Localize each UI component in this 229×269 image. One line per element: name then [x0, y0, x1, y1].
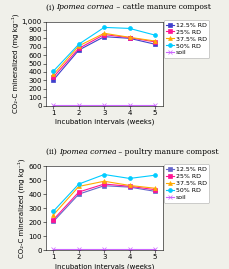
Legend: 12.5% RD, 25% RD, 37.5% RD, 50% RD, soil: 12.5% RD, 25% RD, 37.5% RD, 50% RD, soil [164, 20, 209, 58]
50% RD [128, 27, 131, 30]
12.5% RD [128, 37, 131, 40]
Line: 12.5% RD: 12.5% RD [52, 35, 157, 82]
50% RD [128, 177, 131, 180]
37.5% RD [103, 180, 106, 183]
37.5% RD [77, 44, 80, 48]
25% RD [52, 218, 55, 221]
25% RD [128, 185, 131, 188]
12.5% RD [52, 78, 55, 82]
soil [77, 247, 80, 251]
50% RD [103, 173, 106, 176]
50% RD [103, 26, 106, 29]
soil [52, 247, 55, 251]
12.5% RD [77, 48, 80, 52]
12.5% RD [154, 43, 156, 46]
Line: 12.5% RD: 12.5% RD [52, 184, 157, 223]
Text: Ipomea cornea: Ipomea cornea [57, 3, 114, 12]
25% RD [103, 182, 106, 186]
Line: 37.5% RD: 37.5% RD [52, 31, 157, 76]
50% RD [77, 182, 80, 186]
Line: 25% RD: 25% RD [52, 182, 157, 222]
soil [77, 103, 80, 107]
soil [154, 103, 156, 107]
Line: 50% RD: 50% RD [52, 26, 157, 73]
37.5% RD [52, 73, 55, 76]
50% RD [77, 43, 80, 46]
Line: soil: soil [52, 103, 157, 107]
soil [52, 103, 55, 107]
25% RD [77, 190, 80, 194]
Line: 25% RD: 25% RD [52, 33, 157, 79]
Line: 50% RD: 50% RD [52, 173, 157, 213]
25% RD [128, 36, 131, 39]
Text: (i): (i) [46, 3, 57, 12]
50% RD [154, 34, 156, 37]
Text: – cattle manure compost: – cattle manure compost [114, 3, 211, 12]
soil [154, 247, 156, 251]
25% RD [154, 188, 156, 191]
37.5% RD [154, 39, 156, 43]
25% RD [77, 47, 80, 50]
25% RD [103, 33, 106, 36]
Legend: 12.5% RD, 25% RD, 37.5% RD, 50% RD, soil: 12.5% RD, 25% RD, 37.5% RD, 50% RD, soil [164, 164, 209, 203]
50% RD [52, 210, 55, 213]
Text: Ipomea cornea: Ipomea cornea [59, 148, 116, 156]
37.5% RD [128, 184, 131, 187]
12.5% RD [128, 186, 131, 189]
12.5% RD [103, 35, 106, 38]
37.5% RD [128, 36, 131, 39]
12.5% RD [52, 220, 55, 223]
37.5% RD [77, 185, 80, 188]
Text: (ii) Ipomea cornea: (ii) Ipomea cornea [46, 148, 117, 156]
25% RD [154, 40, 156, 44]
12.5% RD [154, 190, 156, 193]
X-axis label: Incubation intervals (weeks): Incubation intervals (weeks) [55, 119, 154, 125]
Text: – poultry manure compost: – poultry manure compost [116, 148, 219, 156]
soil [128, 247, 131, 251]
Text: (ii): (ii) [46, 148, 59, 156]
50% RD [154, 174, 156, 177]
soil [103, 103, 106, 107]
37.5% RD [103, 32, 106, 35]
X-axis label: Incubation intervals (weeks): Incubation intervals (weeks) [55, 263, 154, 269]
soil [128, 103, 131, 107]
12.5% RD [77, 193, 80, 196]
Line: 37.5% RD: 37.5% RD [52, 179, 157, 217]
25% RD [52, 75, 55, 79]
Y-axis label: CO₂-C mineralized (mg kg⁻¹): CO₂-C mineralized (mg kg⁻¹) [11, 14, 19, 113]
37.5% RD [154, 187, 156, 190]
Text: (i) Ipomea cornea: (i) Ipomea cornea [46, 3, 114, 12]
50% RD [52, 69, 55, 73]
12.5% RD [103, 184, 106, 187]
Y-axis label: CO₂-C mineralized (mg kg⁻¹): CO₂-C mineralized (mg kg⁻¹) [18, 158, 25, 258]
soil [103, 247, 106, 251]
Line: soil: soil [52, 247, 157, 251]
37.5% RD [52, 213, 55, 217]
